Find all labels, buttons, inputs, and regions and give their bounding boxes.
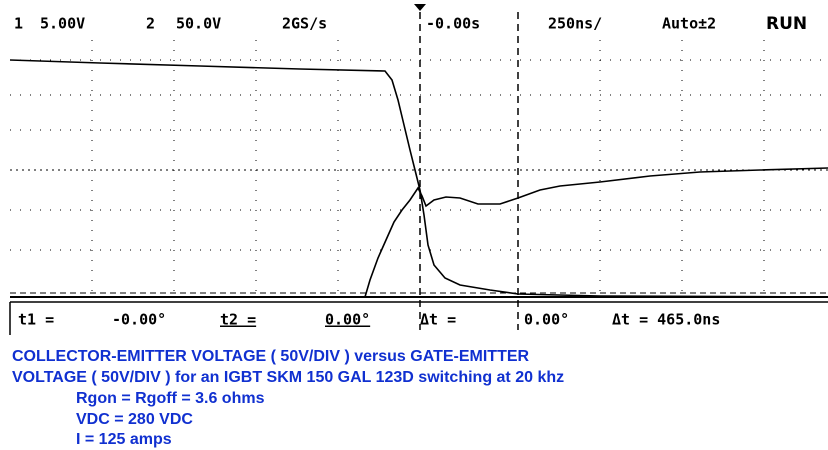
t2-label: t2 = (220, 311, 256, 329)
ch1-scale: 5.00V (40, 15, 85, 33)
collector-emitter-trace (9, 59, 828, 298)
caption: COLLECTOR-EMITTER VOLTAGE ( 50V/DIV ) ve… (12, 348, 564, 448)
caption-line: VOLTAGE ( 50V/DIV ) for an IGBT SKM 150 … (12, 369, 564, 386)
dt-label: Δt = (420, 311, 456, 329)
gate-emitter-trace (10, 167, 828, 298)
caption-line: COLLECTOR-EMITTER VOLTAGE ( 50V/DIV ) ve… (12, 348, 530, 365)
caption-line: Rgon = Rgoff = 3.6 ohms (76, 390, 265, 407)
trigger-marker (414, 4, 426, 11)
readout: t1 = -0.00° t2 = 0.00° Δt = 0.00° Δt = 4… (18, 311, 720, 329)
run-status: RUN (766, 14, 807, 34)
graticule (10, 12, 828, 330)
ch2-label: 2 (146, 15, 155, 33)
delta-time: Δt = 465.0ns (612, 311, 720, 329)
t1-value: -0.00° (112, 311, 166, 329)
ch1-label: 1 (14, 15, 23, 33)
t1-label: t1 = (18, 311, 54, 329)
trigger-mode: Auto±2 (662, 15, 716, 33)
caption-line: VDC = 280 VDC (76, 411, 193, 428)
dt-value: 0.00° (524, 311, 569, 329)
header: 1 5.00V 2 50.0V 2GS/s -0.00s 250ns/ Auto… (14, 4, 807, 34)
sample-rate: 2GS/s (282, 15, 327, 33)
trigger-delay: -0.00s (426, 15, 480, 33)
ch2-scale: 50.0V (176, 15, 221, 33)
timebase: 250ns/ (548, 15, 602, 33)
caption-line: I = 125 amps (76, 431, 172, 448)
t2-value: 0.00° (325, 311, 370, 329)
